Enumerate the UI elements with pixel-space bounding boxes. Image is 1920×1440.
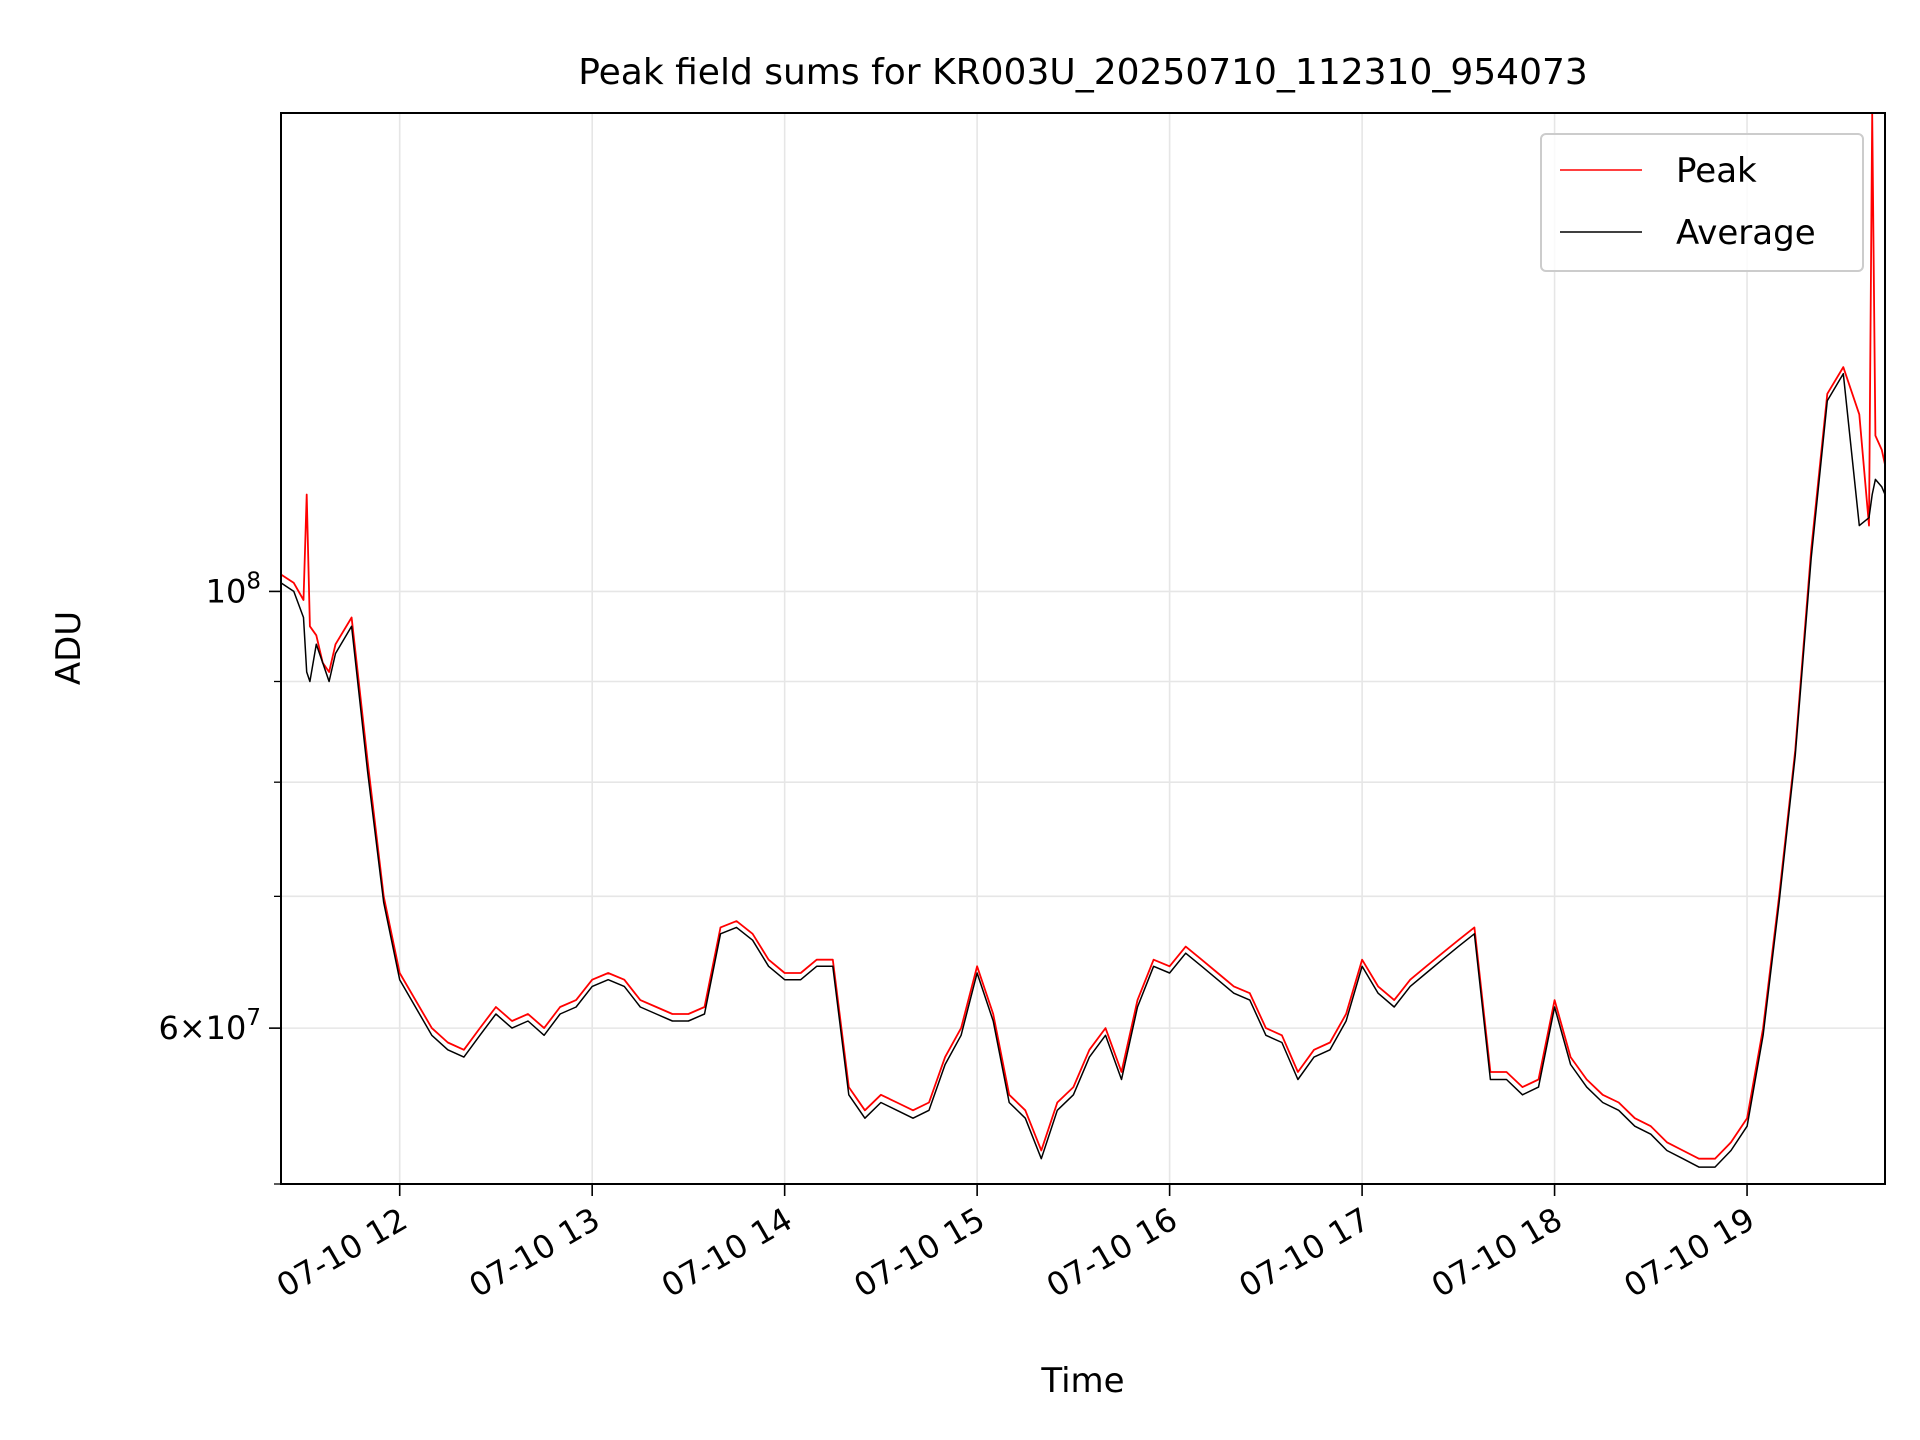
legend-box: [1540, 133, 1864, 272]
y-tick-label: 6×107: [158, 1005, 261, 1047]
y-axis-label: ADU: [49, 611, 89, 685]
y-tick-label: 108: [206, 568, 261, 610]
series-layer: [280, 112, 1886, 1168]
y-axis: 6×107 108: [158, 568, 281, 1185]
plot-frame: [280, 112, 1886, 1185]
series-line-peak: [280, 112, 1886, 1160]
legend-label-peak: Peak: [1676, 151, 1757, 191]
chart-title: Peak field sums for KR003U_20250710_1123…: [578, 52, 1588, 93]
x-axis-label: Time: [1040, 1361, 1124, 1401]
legend-label-average: Average: [1676, 213, 1816, 253]
legend: Peak Average: [1540, 133, 1864, 272]
series-line-average: [280, 372, 1886, 1168]
